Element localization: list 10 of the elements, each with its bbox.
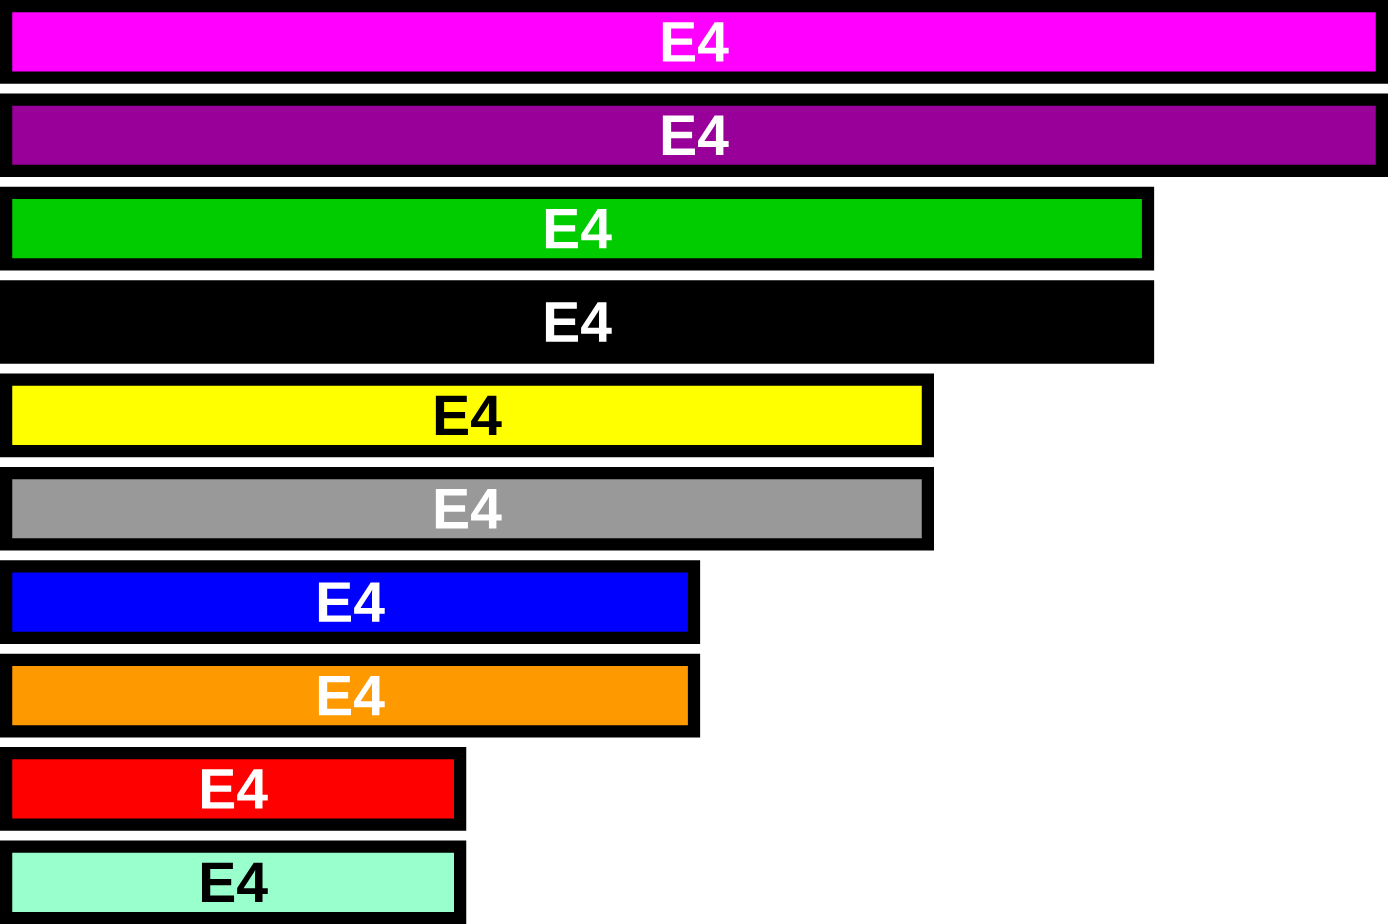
y-tick-label: E4 (201, 769, 268, 809)
y-tick-label: E4 (318, 582, 385, 622)
y-tick-label: E4 (545, 302, 612, 342)
y-tick-label: E4 (545, 208, 612, 249)
y-tick-label: E4 (318, 675, 385, 716)
y-tick-label: E4 (662, 22, 729, 62)
y-tick-label: E4 (435, 395, 502, 435)
y-tick-label: E4 (201, 862, 268, 902)
y-tick-label: E4 (662, 115, 729, 155)
y-tick-label: E4 (435, 489, 502, 529)
